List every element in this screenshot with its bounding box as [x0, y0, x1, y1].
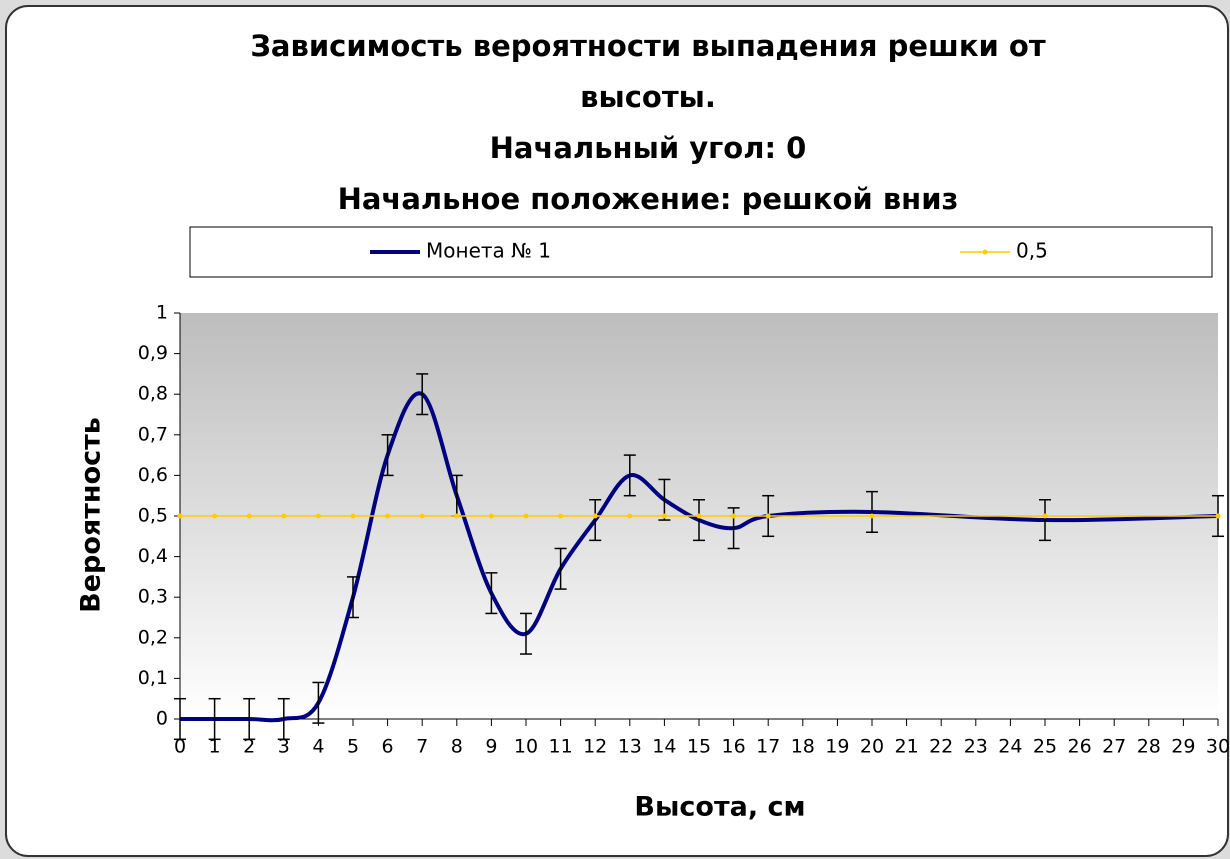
marker [592, 513, 598, 519]
x-tick-label: 27 [1102, 736, 1126, 758]
y-tick-label: 0,4 [138, 545, 168, 567]
y-axis-title: Вероятность [76, 417, 107, 613]
error-bar [416, 373, 429, 416]
x-tick-label: 6 [382, 736, 394, 758]
marker [212, 513, 218, 519]
error-bar [1039, 499, 1051, 542]
x-tick-label: 23 [964, 736, 988, 758]
marker [523, 513, 529, 519]
x-tick-label: 24 [998, 736, 1022, 758]
x-tick-label: 12 [583, 736, 607, 758]
y-tick-label: 0,1 [138, 667, 168, 689]
x-tick-label: 19 [825, 736, 849, 758]
error-bar [208, 697, 221, 741]
marker [1042, 513, 1048, 519]
marker [454, 513, 460, 519]
x-tick-label: 16 [722, 736, 746, 758]
error-bar [589, 499, 602, 542]
x-tick-label: 29 [1171, 736, 1195, 758]
error-bar [554, 547, 567, 590]
x-tick-label: 7 [416, 736, 428, 758]
x-tick-label: 5 [347, 736, 359, 758]
error-bar [277, 697, 290, 741]
x-tick-label: 21 [895, 736, 919, 758]
legend-label: Монета № 1 [426, 239, 551, 263]
marker [385, 513, 391, 519]
marker [696, 513, 702, 519]
x-tick-label: 10 [514, 736, 538, 758]
legend-label: 0,5 [1016, 239, 1048, 263]
x-tick-label: 9 [485, 736, 497, 758]
marker [869, 513, 875, 519]
x-tick-label: 25 [1033, 736, 1057, 758]
marker [661, 513, 667, 519]
y-tick-label: 0,5 [138, 505, 168, 527]
y-tick-label: 0,7 [138, 423, 168, 445]
x-tick-label: 13 [618, 736, 642, 758]
x-tick-label: 30 [1206, 736, 1230, 758]
x-tick-label: 26 [1068, 736, 1092, 758]
marker [558, 513, 564, 519]
error-bar [347, 576, 359, 619]
x-tick-label: 4 [312, 736, 324, 758]
legend-marker [982, 249, 988, 255]
error-bar [485, 572, 498, 615]
x-tick-label: 11 [549, 736, 573, 758]
error-bar [520, 612, 532, 655]
x-tick-label: 17 [756, 736, 780, 758]
x-axis-title: Высота, см [634, 792, 805, 823]
marker [731, 513, 737, 519]
marker [488, 513, 494, 519]
marker [1215, 513, 1221, 519]
x-tick-label: 3 [278, 736, 290, 758]
error-bar [866, 490, 878, 533]
x-tick-label: 8 [451, 736, 463, 758]
error-bar [623, 454, 636, 497]
legend-box [189, 226, 1213, 278]
x-tick-label: 18 [791, 736, 815, 758]
x-tick-label: 20 [860, 736, 884, 758]
x-tick-label: 28 [1137, 736, 1161, 758]
y-tick-label: 0 [156, 708, 168, 730]
error-bar [174, 697, 186, 741]
x-tick-label: 1 [209, 736, 221, 758]
chart-title: Начальное положение: решкой вниз [338, 182, 959, 216]
y-tick-label: 0,6 [138, 464, 168, 486]
marker [419, 513, 425, 519]
y-tick-label: 0,8 [138, 383, 168, 405]
x-tick-label: 0 [174, 736, 186, 758]
error-bar [312, 681, 325, 724]
x-tick-label: 2 [243, 736, 255, 758]
marker [246, 513, 252, 519]
y-tick-label: 0,2 [138, 626, 168, 648]
chart-title: Зависимость вероятности выпадения решки … [250, 29, 1046, 63]
chart-title: Начальный угол: 0 [490, 131, 807, 165]
marker [281, 513, 287, 519]
error-bar [243, 697, 256, 741]
marker [350, 513, 356, 519]
x-tick-label: 15 [687, 736, 711, 758]
x-tick-label: 22 [929, 736, 953, 758]
error-bar [381, 434, 394, 477]
marker [315, 513, 321, 519]
y-tick-label: 1 [156, 302, 168, 324]
x-tick-label: 14 [652, 736, 676, 758]
y-tick-label: 0,3 [138, 586, 168, 608]
error-bar [693, 499, 705, 542]
marker [627, 513, 633, 519]
chart-title: высоты. [580, 80, 716, 114]
y-tick-label: 0,9 [138, 342, 168, 364]
error-bar [658, 478, 671, 521]
marker [177, 513, 183, 519]
marker [765, 513, 771, 519]
